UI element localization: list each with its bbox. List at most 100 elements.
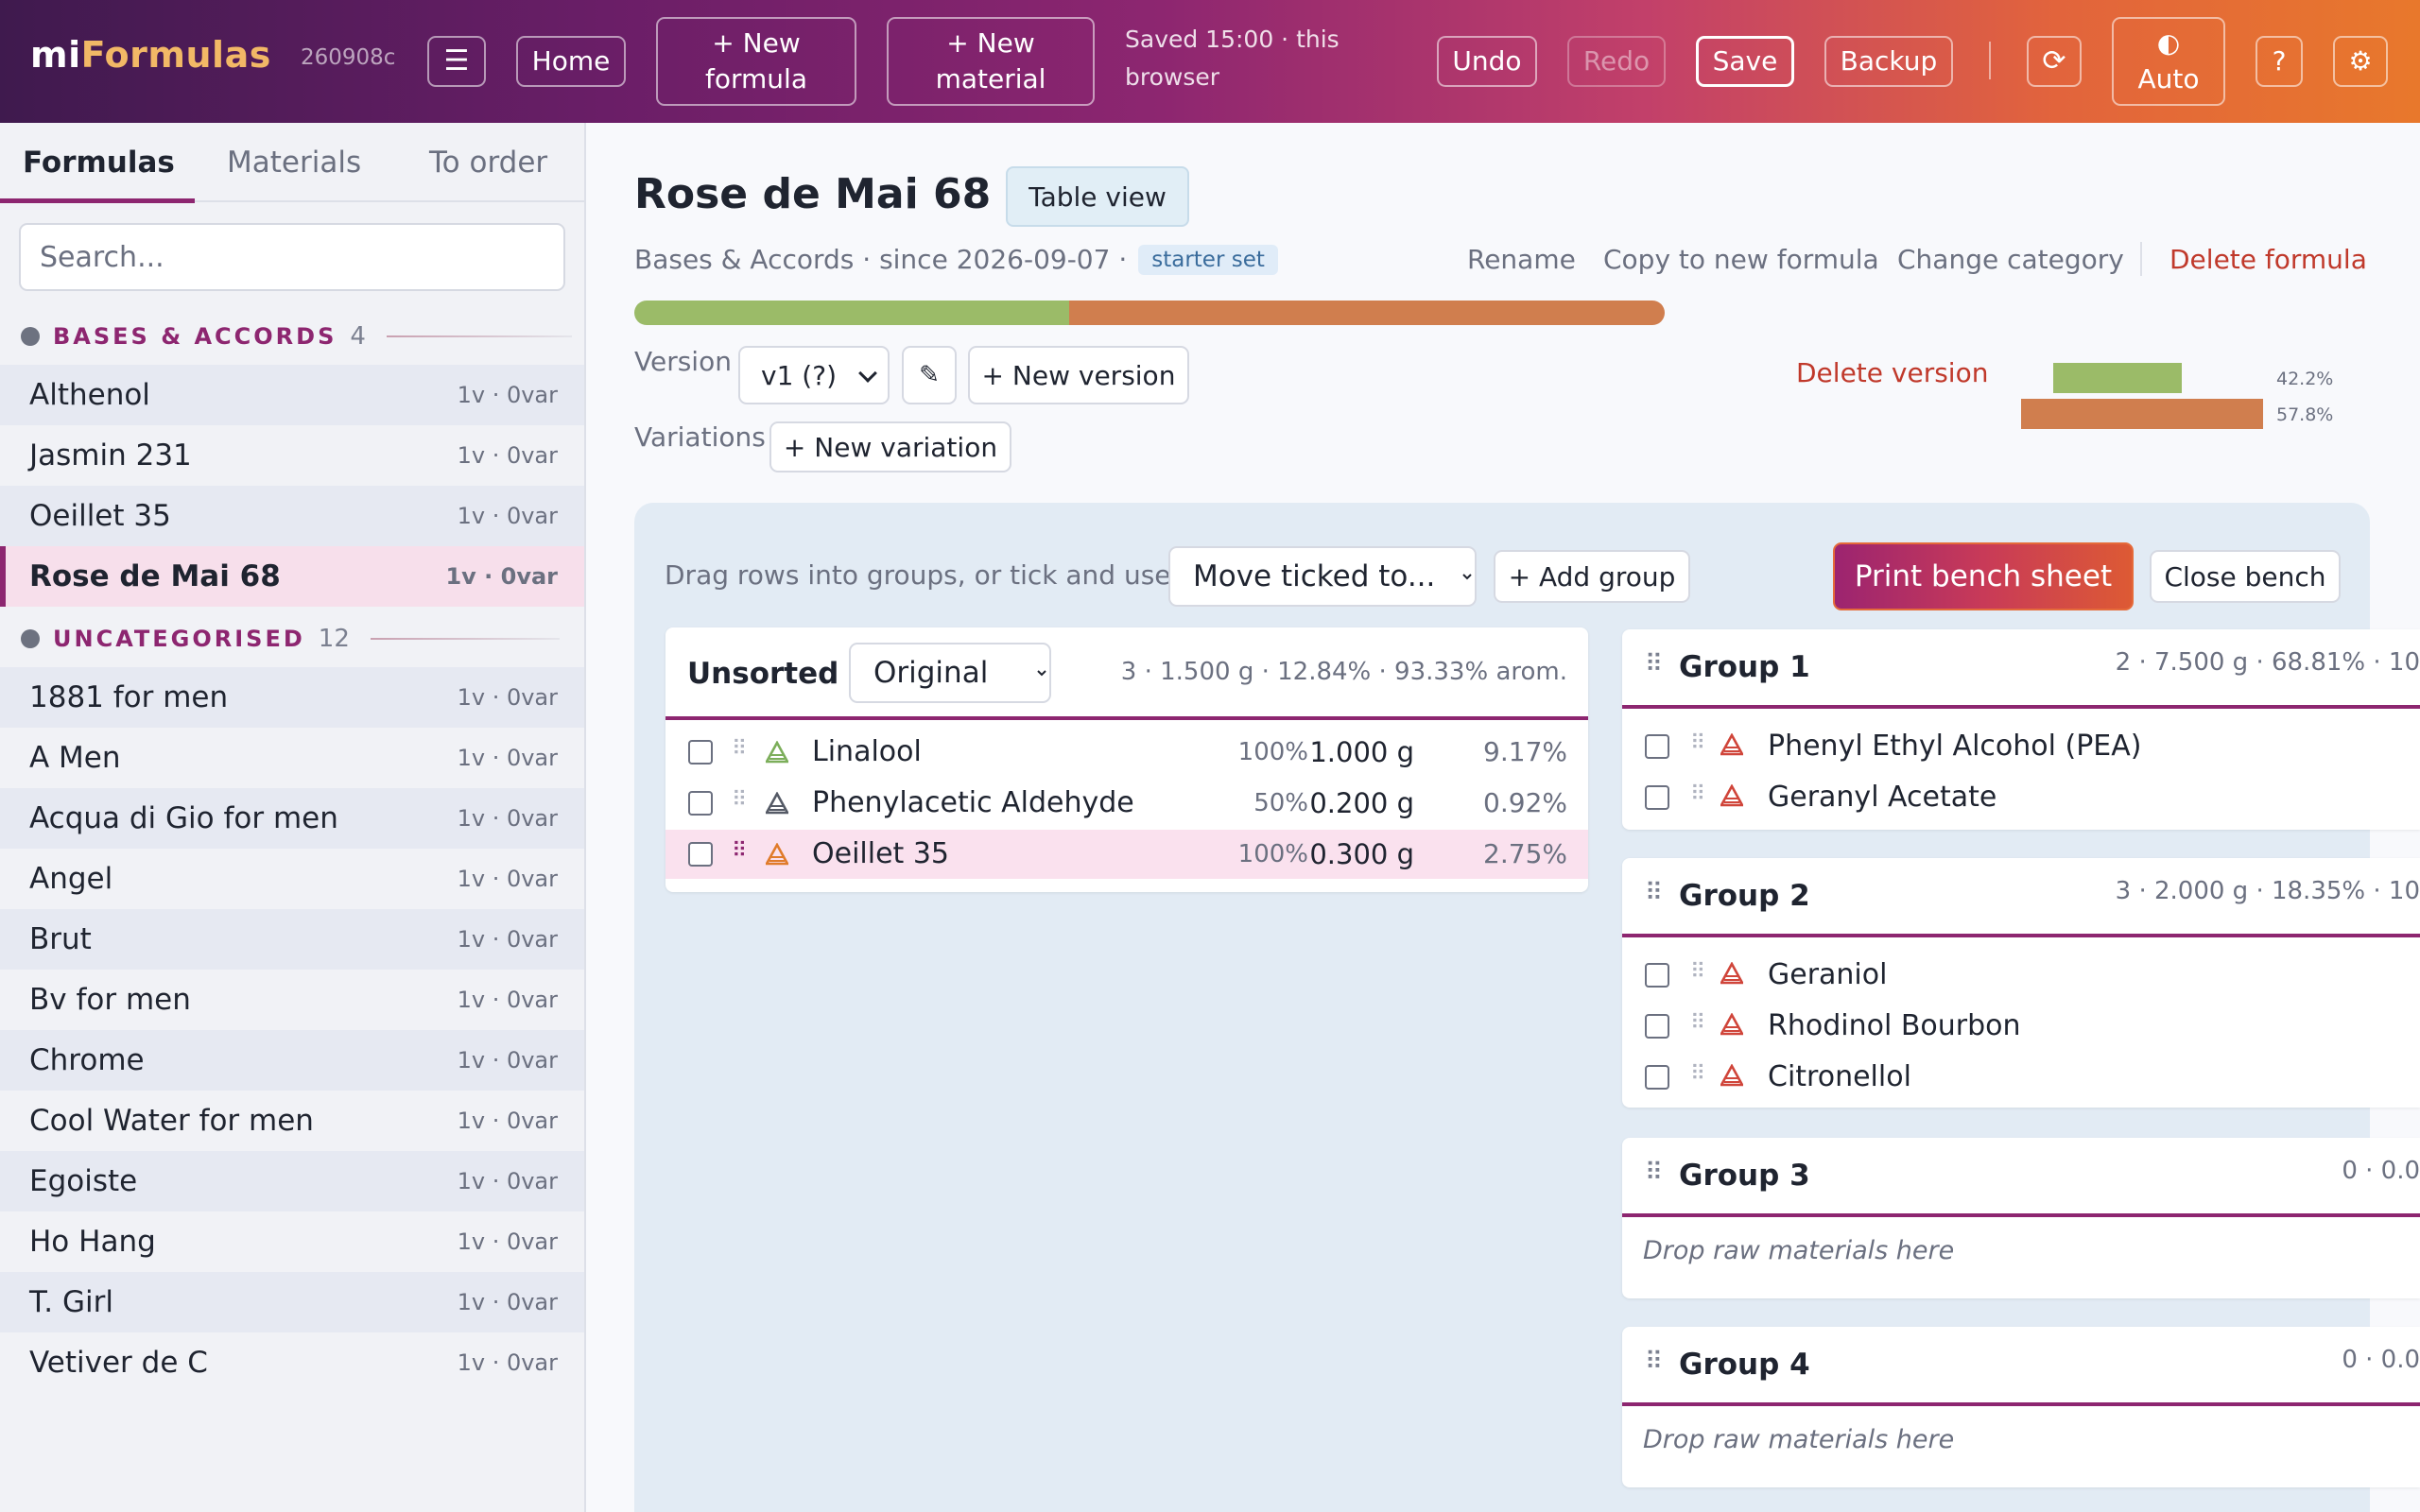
material-dilution: 100% xyxy=(1237,738,1308,766)
close-bench-button[interactable]: Close bench xyxy=(2150,550,2341,603)
row-checkbox[interactable] xyxy=(688,740,713,765)
drag-handle-icon[interactable]: ⠿ xyxy=(1690,1011,1706,1035)
material-row[interactable]: ⠿ Rhodinol Bourbon xyxy=(1622,1002,2420,1051)
settings-button[interactable]: ⚙ xyxy=(2333,36,2388,87)
tab-formulas[interactable]: Formulas xyxy=(23,146,175,180)
app-logo[interactable]: miFormulas xyxy=(30,34,271,76)
move-ticked-select[interactable]: Move ticked to... xyxy=(1168,546,1477,607)
row-checkbox[interactable] xyxy=(1645,1014,1669,1039)
formula-list-item[interactable]: Rose de Mai 68 1v · 0var xyxy=(0,546,584,607)
material-name: Rhodinol Bourbon xyxy=(1768,1009,2021,1042)
formula-list-item[interactable]: Ho Hang 1v · 0var xyxy=(0,1211,584,1272)
formula-list-item[interactable]: Jasmin 231 1v · 0var xyxy=(0,425,584,486)
formula-list-item[interactable]: A Men 1v · 0var xyxy=(0,728,584,788)
formula-list-item[interactable]: Vetiver de C 1v · 0var xyxy=(0,1332,584,1393)
formula-list-item[interactable]: Oeillet 35 1v · 0var xyxy=(0,486,584,546)
copy-formula-link[interactable]: Copy to new formula xyxy=(1603,244,1879,275)
print-bench-sheet-button[interactable]: Print bench sheet xyxy=(1833,542,2134,610)
material-weight[interactable]: 0.200 g xyxy=(1309,787,1414,819)
formula-list-item[interactable]: Egoiste 1v · 0var xyxy=(0,1151,584,1211)
formula-list-item[interactable]: T. Girl 1v · 0var xyxy=(0,1272,584,1332)
material-weight[interactable]: 0.300 g xyxy=(1309,838,1414,870)
new-material-button[interactable]: + New material xyxy=(887,17,1095,106)
group-name: UNCATEGORISED xyxy=(53,626,305,652)
edit-version-button[interactable]: ✎ xyxy=(902,346,957,404)
material-row[interactable]: ⠿ Geranyl Acetate xyxy=(1622,773,2420,822)
formula-list-item[interactable]: Cool Water for men 1v · 0var xyxy=(0,1091,584,1151)
tab-to-order[interactable]: To order xyxy=(429,146,548,180)
variations-label: Variations xyxy=(634,421,766,453)
formula-meta-count: 1v · 0var xyxy=(445,563,558,590)
formula-list-item[interactable]: Althenol 1v · 0var xyxy=(0,365,584,425)
backup-button[interactable]: Backup xyxy=(1824,36,1953,87)
add-group-button[interactable]: + Add group xyxy=(1494,550,1690,603)
change-category-link[interactable]: Change category xyxy=(1897,244,2124,275)
material-weight[interactable]: 1.000 g xyxy=(1309,736,1414,768)
refresh-button[interactable]: ⟳ xyxy=(2027,36,2082,87)
group-title: Group 3 xyxy=(1679,1159,1810,1193)
redo-button[interactable]: Redo xyxy=(1567,36,1666,87)
material-row[interactable]: ⠿ Oeillet 35 100% 0.300 g 2.75% xyxy=(666,830,1588,879)
formula-list-item[interactable]: Chrome 1v · 0var xyxy=(0,1030,584,1091)
drag-handle-icon[interactable]: ⠿ xyxy=(1690,1062,1706,1086)
drag-handle-icon[interactable]: ⠿ xyxy=(1690,782,1706,806)
table-view-button[interactable]: Table view xyxy=(1006,166,1189,227)
search-input[interactable] xyxy=(19,223,565,291)
formula-list-item[interactable]: Bv for men 1v · 0var xyxy=(0,970,584,1030)
drag-handle-icon[interactable]: ⠿ xyxy=(1645,879,1664,907)
row-checkbox[interactable] xyxy=(1645,734,1669,759)
drag-handle-icon[interactable]: ⠿ xyxy=(1645,1159,1664,1187)
hamburger-icon: ☰ xyxy=(443,43,470,77)
formula-list-item[interactable]: Angel 1v · 0var xyxy=(0,849,584,909)
sidebar-tabs: Formulas Materials To order xyxy=(0,123,584,203)
material-name: Citronellol xyxy=(1768,1060,1911,1093)
group-header[interactable]: UNCATEGORISED 12 xyxy=(21,620,560,658)
drag-handle-icon[interactable]: ⠿ xyxy=(732,737,748,761)
material-name: Phenyl Ethyl Alcohol (PEA) xyxy=(1768,730,2142,763)
tab-materials[interactable]: Materials xyxy=(227,146,362,180)
help-button[interactable]: ? xyxy=(2256,36,2303,87)
material-row[interactable]: ⠿ Phenylacetic Aldehyde 50% 0.200 g 0.92% xyxy=(666,779,1588,828)
row-checkbox[interactable] xyxy=(1645,963,1669,988)
mini-bar-green xyxy=(2053,363,2182,393)
menu-button[interactable]: ☰ xyxy=(427,36,486,87)
save-button[interactable]: Save xyxy=(1696,36,1794,87)
new-version-button[interactable]: + New version xyxy=(968,346,1189,404)
rename-link[interactable]: Rename xyxy=(1467,244,1576,275)
formula-name: Angel xyxy=(29,862,113,896)
delete-formula-link[interactable]: Delete formula xyxy=(2169,244,2367,275)
material-row[interactable]: ⠿ Phenyl Ethyl Alcohol (PEA) xyxy=(1622,722,2420,771)
new-variation-button[interactable]: + New variation xyxy=(769,421,1011,472)
theme-toggle[interactable]: ◐ Auto xyxy=(2112,17,2225,106)
home-button[interactable]: Home xyxy=(516,36,626,87)
new-formula-button[interactable]: + New formula xyxy=(656,17,856,106)
row-checkbox[interactable] xyxy=(1645,785,1669,810)
material-row[interactable]: ⠿ Geraniol xyxy=(1622,951,2420,1000)
header-divider xyxy=(1989,42,1991,79)
drag-handle-icon[interactable]: ⠿ xyxy=(1690,731,1706,755)
version-select[interactable]: v1 (?) xyxy=(738,346,890,404)
warning-triangle-icon xyxy=(1720,733,1743,756)
formula-meta-count: 1v · 0var xyxy=(457,1228,558,1255)
logo-suffix: Formulas xyxy=(80,34,271,76)
formula-list-item[interactable]: Brut 1v · 0var xyxy=(0,909,584,970)
group-header[interactable]: BASES & ACCORDS 4 xyxy=(21,318,572,355)
formula-list-item[interactable]: Acqua di Gio for men 1v · 0var xyxy=(0,788,584,849)
drag-handle-icon[interactable]: ⠿ xyxy=(1645,1348,1664,1376)
row-checkbox[interactable] xyxy=(688,842,713,867)
material-row[interactable]: ⠿ Citronellol xyxy=(1622,1053,2420,1102)
sort-order-select[interactable]: Original xyxy=(849,643,1051,703)
material-row[interactable]: ⠿ Linalool 100% 1.000 g 9.17% xyxy=(666,728,1588,777)
drag-handle-icon[interactable]: ⠿ xyxy=(732,839,748,863)
row-checkbox[interactable] xyxy=(688,791,713,816)
formula-list-item[interactable]: 1881 for men 1v · 0var xyxy=(0,667,584,728)
pencil-icon: ✎ xyxy=(919,361,940,389)
row-checkbox[interactable] xyxy=(1645,1065,1669,1090)
undo-button[interactable]: Undo xyxy=(1437,36,1537,87)
delete-version-link[interactable]: Delete version xyxy=(1796,357,1989,388)
group-title: Group 1 xyxy=(1679,650,1810,684)
drag-handle-icon[interactable]: ⠿ xyxy=(732,788,748,812)
drag-handle-icon[interactable]: ⠿ xyxy=(1645,650,1664,679)
group-card: ⠿ Group 2 3 · 2.000 g · 18.35% · 10 ⠿ Gerani… xyxy=(1622,858,2420,1108)
drag-handle-icon[interactable]: ⠿ xyxy=(1690,960,1706,984)
